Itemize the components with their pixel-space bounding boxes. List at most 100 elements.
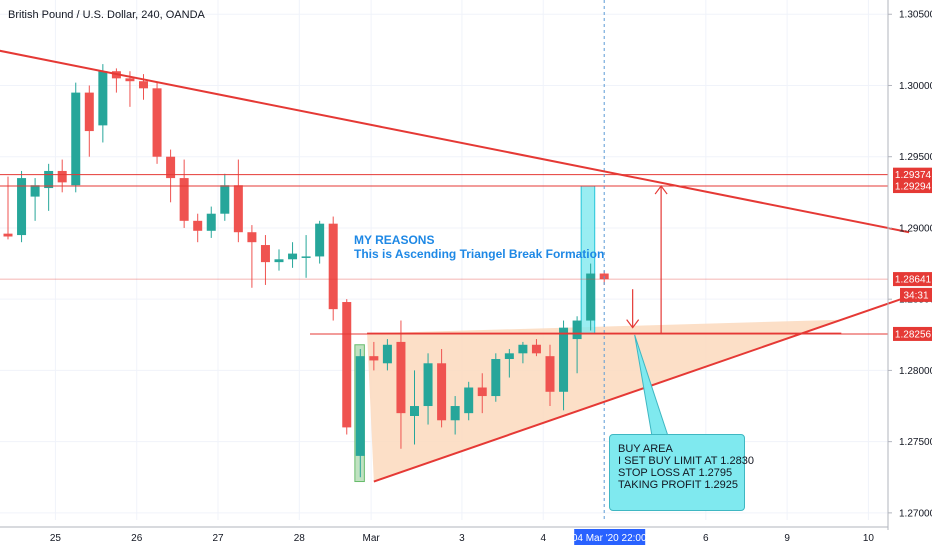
price-badge-label: 1.29374 (895, 170, 932, 181)
price-tick-label: 1.27500 (899, 437, 932, 448)
buy-area-callout: BUY AREA I SET BUY LIMIT AT 1.2830 STOP … (609, 434, 754, 511)
candle (233, 159, 243, 243)
candle (179, 159, 189, 228)
candle (274, 249, 284, 271)
time-tick-label: 28 (294, 533, 306, 544)
candle (531, 339, 541, 357)
candle-body (477, 387, 487, 397)
time-tick-label: 10 (863, 533, 875, 544)
reasons-title: MY REASONS (354, 233, 435, 247)
candle (572, 316, 582, 374)
candle-body (491, 359, 501, 397)
candle-body (139, 81, 148, 89)
candle (152, 82, 162, 164)
callout-line-take-profit: TAKING PROFIT 1.2925 (618, 479, 739, 491)
candle (220, 173, 230, 221)
callout-line-buy-area: BUY AREA (618, 443, 673, 455)
candle-body (559, 327, 569, 392)
candle (504, 349, 514, 378)
candle-body (193, 220, 203, 231)
candle (477, 373, 487, 414)
reasons-annotation: MY REASONS This is Ascending Triangel Br… (354, 233, 604, 261)
time-tick-label: Mar (363, 533, 381, 544)
candle (288, 242, 298, 268)
candle (247, 225, 257, 288)
candle (437, 349, 447, 428)
candle-body (301, 256, 311, 258)
candle-body (233, 185, 243, 233)
candle-body (355, 356, 365, 456)
candle (193, 213, 203, 243)
candle (586, 263, 596, 331)
candle (423, 353, 433, 425)
time-tick-label: 27 (212, 533, 224, 544)
candle (559, 320, 569, 411)
price-badge (893, 326, 932, 341)
candle (410, 370, 419, 445)
candle-body (17, 178, 27, 236)
cursor-time-label: 04 Mar '20 22:00 (572, 533, 647, 544)
candle (57, 159, 67, 193)
candle (301, 235, 311, 278)
price-tick-label: 1.27000 (899, 508, 932, 519)
candle-body (504, 353, 514, 360)
candle-body (247, 232, 257, 243)
candle (84, 85, 94, 157)
candle-body (288, 253, 298, 260)
time-tick-label: 6 (703, 533, 709, 544)
candle-body (450, 406, 460, 421)
candle-body (179, 178, 189, 221)
line-layer (0, 0, 910, 520)
candle-body (260, 245, 270, 263)
candle (491, 353, 501, 402)
candle-body (44, 170, 54, 189)
candle-body (315, 223, 325, 257)
candle (369, 341, 379, 371)
candle-body (220, 185, 230, 214)
candle-body (98, 71, 108, 126)
candle-body (586, 273, 596, 321)
candle-body (152, 88, 162, 157)
candle (17, 170, 27, 243)
candle (464, 381, 474, 421)
candle-body (125, 78, 135, 82)
price-badge-label: 1.28256 (895, 329, 932, 340)
reasons-text: This is Ascending Triangel Break Formati… (354, 247, 605, 261)
callout-line-stop-loss: STOP LOSS AT 1.2795 (618, 467, 733, 479)
price-tick-label: 1.29000 (899, 223, 932, 234)
time-tick-label: 3 (459, 533, 465, 544)
price-tick-label: 1.30000 (899, 81, 932, 92)
candle (518, 341, 528, 364)
candle-body (206, 213, 216, 231)
price-badge-label: 1.28641 (895, 275, 932, 286)
candle-body (84, 92, 94, 132)
candle-body (423, 363, 433, 407)
candle (139, 74, 148, 100)
candle-body (328, 223, 338, 310)
candle (328, 216, 338, 321)
candle-body (166, 156, 176, 179)
candle-layer (3, 64, 609, 478)
candle-body (57, 170, 67, 183)
candle-body (3, 233, 13, 237)
candle-body (545, 356, 555, 392)
candle-body (410, 406, 419, 416)
target-arrow-head (654, 185, 668, 195)
candle (30, 178, 40, 221)
price-tick-label: 1.29500 (899, 152, 932, 163)
candle (342, 299, 352, 435)
price-badge-label: 1.29294 (895, 182, 932, 193)
price-badge (893, 179, 932, 194)
descending-trendline (0, 49, 910, 234)
candle-body (274, 259, 284, 263)
candle (545, 344, 555, 407)
candle (396, 320, 406, 449)
candle (382, 339, 392, 371)
price-tick-label: 1.28000 (899, 366, 932, 377)
entry-arrow-head (626, 319, 640, 329)
candle (111, 68, 121, 93)
time-tick-label: 4 (540, 533, 546, 544)
